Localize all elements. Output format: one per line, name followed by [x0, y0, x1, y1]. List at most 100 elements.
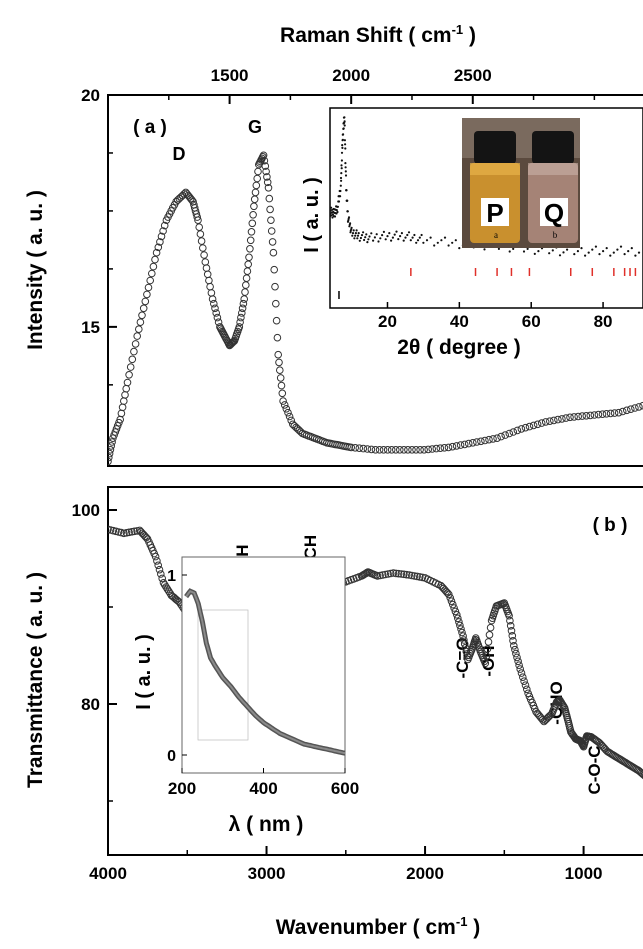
- xrd-point: [336, 210, 339, 214]
- ftir-point: [165, 587, 173, 596]
- panel-a-series: [108, 151, 643, 466]
- raman-point: [566, 413, 574, 422]
- xrd-point: [562, 251, 565, 254]
- raman-point: [160, 221, 169, 230]
- raman-point: [159, 227, 167, 235]
- raman-point: [200, 251, 208, 259]
- raman-point: [188, 196, 196, 204]
- inset-uv-xtick-label: 600: [331, 779, 359, 798]
- ftir-point: [376, 571, 384, 580]
- raman-point: [424, 445, 433, 454]
- xrd-point: [343, 120, 346, 123]
- ftir-point: [151, 552, 160, 561]
- raman-point: [271, 282, 279, 291]
- inset-uv-zoom-box: [197, 609, 249, 741]
- xrd-point: [584, 254, 587, 257]
- xrd-point: [551, 249, 554, 252]
- xrd-point: [340, 159, 343, 162]
- panel-b-xlabel-main: Wavenumber ( cm: [276, 916, 456, 939]
- raman-point: [120, 397, 128, 405]
- xrd-point: [400, 232, 403, 235]
- xrd-point: [360, 234, 364, 237]
- raman-point: [392, 446, 400, 454]
- raman-point: [248, 219, 257, 228]
- raman-point: [558, 415, 566, 423]
- raman-point: [416, 446, 424, 454]
- raman-point: [501, 431, 510, 439]
- raman-point: [363, 445, 372, 453]
- xrd-point: [382, 230, 385, 233]
- raman-point: [420, 446, 428, 454]
- panel-b-series: [108, 525, 643, 780]
- raman-point: [618, 407, 627, 416]
- raman-point: [623, 406, 631, 415]
- raman-point: [144, 283, 153, 292]
- xrd-point: [350, 226, 353, 229]
- raman-point: [250, 202, 258, 211]
- xrd-point: [406, 233, 409, 237]
- xrd-point: [339, 195, 342, 198]
- raman-point: [481, 436, 489, 445]
- xrd-point: [404, 236, 407, 239]
- ftir-point: [410, 572, 419, 580]
- raman-point: [408, 446, 416, 454]
- raman-point: [157, 232, 166, 241]
- raman-point: [131, 340, 140, 348]
- raman-point: [404, 446, 412, 454]
- raman-point: [151, 255, 159, 264]
- raman-point: [195, 223, 203, 231]
- xrd-point: [330, 206, 333, 209]
- xrd-point: [345, 189, 348, 192]
- raman-point: [493, 434, 501, 443]
- raman-point: [387, 446, 396, 454]
- raman-point: [275, 358, 283, 367]
- raman-point: [229, 338, 237, 347]
- xrd-point: [357, 232, 360, 235]
- panel-a-xlabel-main: Raman Shift ( cm: [280, 24, 452, 47]
- raman-point: [108, 449, 114, 458]
- vial-p-label: P: [486, 198, 503, 228]
- raman-point: [213, 313, 222, 322]
- xrd-point: [436, 241, 439, 244]
- panel-a-label: ( a ): [133, 117, 167, 138]
- ftir-point: [508, 632, 517, 640]
- raman-point: [276, 374, 285, 382]
- ftir-point: [381, 570, 390, 579]
- raman-point: [156, 238, 164, 246]
- xrd-point: [375, 233, 378, 236]
- raman-point: [152, 248, 161, 257]
- xrd-point: [433, 244, 436, 247]
- xrd-point: [416, 239, 420, 242]
- raman-point: [201, 258, 210, 266]
- panel-b-xlabel-sup: -1: [456, 914, 468, 929]
- xrd-point: [630, 247, 633, 250]
- xrd-point: [598, 253, 601, 256]
- ftir-point: [445, 590, 453, 599]
- xrd-point: [409, 239, 412, 242]
- xrd-point: [384, 238, 387, 241]
- xrd-point: [602, 250, 605, 253]
- raman-point: [126, 363, 135, 371]
- ftir-point: [507, 627, 516, 635]
- xrd-point: [372, 239, 375, 242]
- xrd-point: [341, 138, 344, 141]
- panel-a-ylabel: Intensity ( a. u. ): [24, 190, 47, 350]
- xrd-point: [339, 189, 342, 193]
- xrd-point: [443, 236, 447, 239]
- ftir-point: [172, 596, 181, 604]
- coc-annotation: C-O-C: [585, 745, 604, 794]
- raman-point: [236, 318, 244, 327]
- raman-point: [239, 299, 248, 308]
- ftir-point: [520, 677, 528, 686]
- raman-point: [242, 281, 250, 289]
- raman-point: [245, 253, 253, 262]
- raman-point: [128, 355, 137, 364]
- xrd-point: [346, 210, 349, 213]
- raman-point: [582, 412, 591, 420]
- raman-point: [448, 442, 457, 451]
- raman-point: [123, 378, 132, 387]
- raman-point: [143, 290, 151, 299]
- xrd-point: [351, 234, 354, 237]
- xrd-point: [512, 247, 515, 250]
- raman-point: [243, 267, 252, 276]
